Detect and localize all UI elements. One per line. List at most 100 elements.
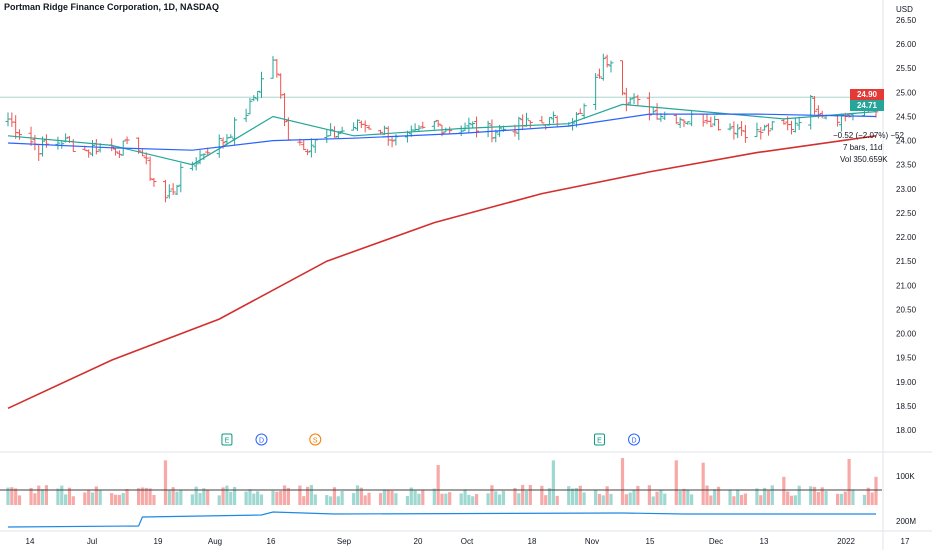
volume-axis-label: 100K — [896, 472, 915, 481]
price-bar — [812, 96, 818, 115]
volume-bar — [413, 490, 417, 505]
volume-bar — [736, 489, 740, 505]
price-bar — [554, 115, 560, 128]
volume-bar — [121, 493, 125, 505]
price-bar — [462, 122, 468, 131]
volume-bar — [501, 490, 506, 505]
price-bar — [466, 117, 472, 133]
price-bar — [570, 117, 576, 131]
y-tick-label: 23.00 — [896, 185, 917, 194]
price-bar — [193, 157, 199, 171]
volume-bar — [256, 491, 260, 505]
volume-bar — [363, 495, 367, 505]
indicator-axis-label: 200M — [896, 517, 916, 526]
y-tick-label: 19.50 — [896, 354, 917, 363]
volume-bar — [570, 488, 575, 505]
volume-bar — [678, 490, 682, 505]
volume-bar — [390, 490, 394, 505]
y-tick-label: 21.00 — [896, 281, 917, 290]
volume-bar — [94, 486, 98, 505]
volume-bar — [175, 491, 179, 505]
volume-bar — [797, 485, 801, 505]
x-tick-label: 18 — [528, 537, 537, 546]
volume-bar — [229, 491, 233, 505]
price-bar — [581, 103, 587, 120]
volume-bar — [202, 488, 206, 505]
price-bar — [673, 114, 679, 124]
dividend-event-marker: D — [255, 433, 268, 446]
price-bar — [550, 111, 556, 124]
price-bar — [36, 144, 42, 161]
volume-bar — [17, 495, 22, 505]
price-bar — [351, 122, 357, 131]
price-bar — [89, 139, 95, 157]
volume-bar — [728, 489, 732, 505]
volume-bar — [709, 495, 713, 505]
price-bar — [631, 93, 637, 104]
price-bar — [474, 116, 480, 138]
price-bar — [312, 139, 318, 153]
volume-bar — [313, 494, 317, 505]
price-bar — [792, 118, 798, 133]
volume-bar — [136, 488, 141, 505]
high-price-tag: 24.90 — [850, 89, 884, 100]
volume-bar — [835, 493, 840, 505]
volume-bar — [686, 490, 690, 505]
volume-bar — [651, 496, 655, 505]
volume-bar — [544, 495, 548, 505]
price-bar — [243, 108, 249, 122]
volume-bar — [144, 487, 148, 505]
y-tick-label: 25.00 — [896, 88, 917, 97]
price-bar — [758, 126, 764, 140]
split-event-marker: S — [309, 433, 322, 446]
volume-bar — [60, 485, 64, 505]
price-bar — [301, 140, 307, 151]
volume-bar — [732, 496, 736, 505]
volume-bar — [770, 485, 774, 505]
price-bar — [389, 136, 395, 148]
price-bar — [86, 149, 92, 158]
volume-bar — [244, 491, 248, 505]
volume-bar — [279, 491, 283, 505]
volume-bar — [755, 488, 759, 505]
x-tick-label: Oct — [461, 537, 474, 546]
volume-bar — [152, 494, 156, 505]
volume-bar — [259, 494, 264, 505]
volume-bar — [824, 491, 828, 505]
volume-bar — [578, 485, 582, 505]
dividend-event-shape — [255, 433, 268, 446]
price-bar — [523, 112, 529, 127]
price-bar — [796, 116, 802, 130]
volume-bar — [113, 494, 118, 505]
earnings-event-letter: E — [225, 438, 230, 445]
volume-bar — [624, 494, 628, 505]
price-bar — [650, 107, 656, 115]
volume-bar — [809, 486, 813, 505]
price-bar — [635, 94, 641, 106]
y-tick-label: 24.50 — [896, 112, 917, 121]
last-price-tag: 24.71 — [850, 100, 884, 111]
volume-bar — [766, 490, 771, 505]
dividend-event-letter: D — [632, 438, 637, 445]
volume-bar — [474, 494, 479, 505]
volume-bar — [663, 493, 667, 505]
volume-bar — [298, 485, 302, 505]
volume-bar — [517, 493, 521, 505]
earnings-event-shape — [221, 433, 233, 446]
moving-average-line — [7, 135, 877, 410]
price-bar — [516, 116, 522, 141]
volume-bar — [110, 493, 114, 505]
price-bar — [339, 126, 345, 133]
volume-bar — [659, 490, 663, 505]
volume-bar — [29, 487, 33, 505]
volume-bar — [851, 489, 855, 505]
price-bar — [251, 95, 257, 102]
volume-bar — [628, 492, 632, 505]
price-bar — [366, 124, 372, 130]
volume-bar — [336, 496, 340, 505]
volume-bar — [786, 491, 790, 505]
price-bar — [627, 97, 633, 106]
volume-bar — [498, 494, 502, 505]
